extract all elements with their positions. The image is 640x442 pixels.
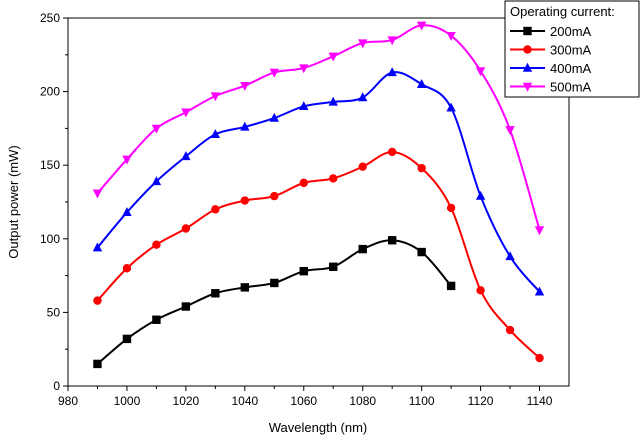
data-point-200mA: [329, 262, 338, 271]
data-point-400mA: [475, 190, 486, 200]
data-point-400mA: [358, 92, 368, 102]
data-point-500mA: [92, 189, 103, 199]
plot-area: [67, 17, 570, 387]
legend-label-300mA: 300mA: [550, 43, 592, 58]
series-line-400mA: [96, 71, 541, 293]
x-tick-label: 1080: [349, 394, 376, 408]
data-point-300mA: [387, 147, 397, 157]
data-point-300mA: [240, 196, 250, 205]
data-point-200mA: [122, 334, 132, 344]
data-point-200mA: [93, 359, 102, 369]
data-point-300mA: [270, 191, 279, 201]
data-point-400mA: [269, 112, 279, 122]
data-point-300mA: [417, 163, 426, 173]
y-tick-label: 0: [53, 379, 60, 393]
x-tick-label: 1000: [114, 394, 141, 408]
y-tick-label: 100: [40, 232, 60, 246]
data-point-400mA: [534, 286, 545, 296]
data-point-300mA: [299, 178, 308, 188]
data-point-500mA: [446, 31, 456, 41]
data-point-300mA: [181, 224, 191, 233]
data-point-500mA: [240, 82, 250, 91]
legend-label-200mA: 200mA: [550, 24, 592, 39]
data-point-500mA: [151, 124, 162, 134]
data-point-300mA: [446, 203, 456, 213]
data-point-300mA: [211, 205, 220, 214]
data-point-200mA: [417, 247, 426, 257]
data-point-200mA: [387, 236, 397, 245]
series-line-300mA: [96, 150, 541, 359]
data-point-200mA: [446, 281, 456, 291]
legend-marker-300mA: [523, 45, 532, 54]
data-point-500mA: [181, 108, 191, 118]
data-point-200mA: [270, 278, 279, 288]
data-point-400mA: [328, 96, 338, 106]
data-point-500mA: [505, 126, 515, 136]
data-point-400mA: [387, 67, 397, 77]
legend-title: Operating current:: [510, 4, 615, 19]
x-tick-label: 1120: [468, 394, 494, 408]
data-point-400mA: [151, 176, 162, 186]
data-point-300mA: [122, 264, 132, 273]
data-point-300mA: [358, 162, 367, 171]
data-point-200mA: [299, 266, 308, 276]
data-point-500mA: [269, 68, 279, 78]
legend-label-400mA: 400mA: [550, 61, 592, 76]
x-axis-label: Wavelength (nm): [269, 420, 368, 435]
data-point-300mA: [535, 353, 544, 363]
legend-label-500mA: 500mA: [550, 80, 592, 95]
data-point-300mA: [152, 240, 161, 249]
data-point-300mA: [505, 325, 515, 335]
data-point-500mA: [534, 226, 545, 236]
data-point-400mA: [181, 151, 191, 161]
data-point-400mA: [416, 79, 427, 88]
legend-marker-200mA: [523, 26, 532, 36]
data-point-200mA: [211, 289, 220, 298]
data-point-300mA: [329, 174, 338, 183]
data-point-500mA: [416, 21, 427, 31]
data-point-400mA: [210, 129, 221, 138]
data-point-200mA: [358, 244, 367, 254]
data-point-400mA: [446, 102, 456, 112]
data-point-500mA: [299, 64, 309, 74]
data-point-500mA: [210, 92, 221, 102]
data-point-200mA: [181, 302, 191, 311]
y-tick-label: 250: [40, 11, 60, 25]
data-point-300mA: [476, 286, 485, 295]
series-markers: [92, 21, 545, 369]
x-axis: 980 1000 1020 1040 1060 1080 1100 1120 1140: [58, 386, 553, 408]
data-point-400mA: [92, 242, 103, 252]
data-point-500mA: [122, 155, 132, 165]
data-point-200mA: [152, 315, 161, 324]
series-line-500mA: [96, 24, 541, 231]
data-point-400mA: [299, 101, 309, 111]
x-tick-label: 980: [58, 394, 78, 408]
legend-marker-500mA: [522, 82, 533, 92]
legend: Operating current: 200mA 300mA 400mA 500mA: [504, 0, 640, 98]
x-tick-label: 1100: [409, 394, 435, 408]
data-point-500mA: [387, 36, 397, 46]
y-tick-label: 50: [47, 305, 61, 319]
x-tick-label: 1020: [173, 394, 200, 408]
data-point-400mA: [240, 121, 250, 131]
data-point-400mA: [122, 207, 132, 217]
x-tick-label: 1060: [290, 394, 317, 408]
data-point-200mA: [240, 283, 250, 292]
data-point-300mA: [93, 296, 102, 305]
data-point-400mA: [505, 251, 515, 261]
x-tick-label: 1140: [527, 394, 553, 408]
legend-marker-400mA: [522, 62, 533, 72]
y-axis: 0 50 100 150 200 250: [40, 11, 68, 393]
y-tick-label: 150: [40, 158, 60, 172]
x-tick-label: 1040: [231, 394, 258, 408]
data-point-500mA: [358, 39, 368, 49]
data-point-500mA: [328, 52, 338, 62]
data-point-500mA: [475, 67, 486, 77]
y-axis-label: Output power (mW): [6, 145, 21, 258]
y-tick-label: 200: [40, 85, 60, 99]
